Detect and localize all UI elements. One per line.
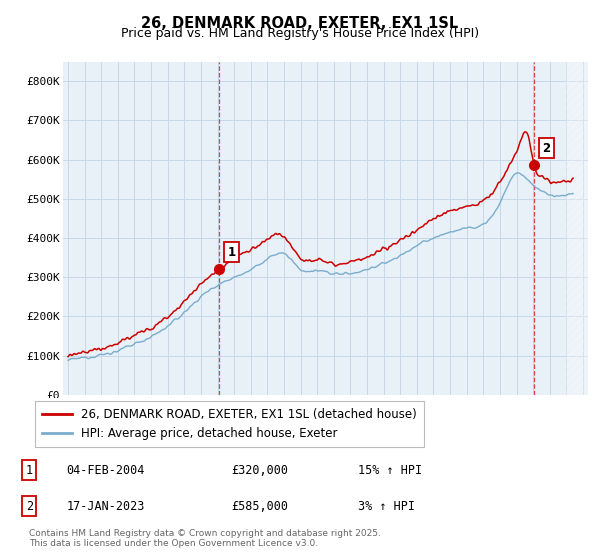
Legend: 26, DENMARK ROAD, EXETER, EX1 1SL (detached house), HPI: Average price, detached: 26, DENMARK ROAD, EXETER, EX1 1SL (detac… (35, 401, 424, 447)
Text: 2: 2 (542, 142, 550, 155)
Text: 1: 1 (227, 246, 235, 259)
Text: 26, DENMARK ROAD, EXETER, EX1 1SL: 26, DENMARK ROAD, EXETER, EX1 1SL (142, 16, 458, 31)
Text: Contains HM Land Registry data © Crown copyright and database right 2025.
This d: Contains HM Land Registry data © Crown c… (29, 529, 381, 548)
Text: 3% ↑ HPI: 3% ↑ HPI (358, 500, 415, 512)
Text: 04-FEB-2004: 04-FEB-2004 (67, 464, 145, 477)
Text: 17-JAN-2023: 17-JAN-2023 (67, 500, 145, 512)
Text: £585,000: £585,000 (231, 500, 288, 512)
Text: Price paid vs. HM Land Registry's House Price Index (HPI): Price paid vs. HM Land Registry's House … (121, 27, 479, 40)
Text: 1: 1 (26, 464, 33, 477)
Text: 15% ↑ HPI: 15% ↑ HPI (358, 464, 422, 477)
Text: 2: 2 (26, 500, 33, 512)
Text: £320,000: £320,000 (231, 464, 288, 477)
Bar (566, 62, 588, 395)
